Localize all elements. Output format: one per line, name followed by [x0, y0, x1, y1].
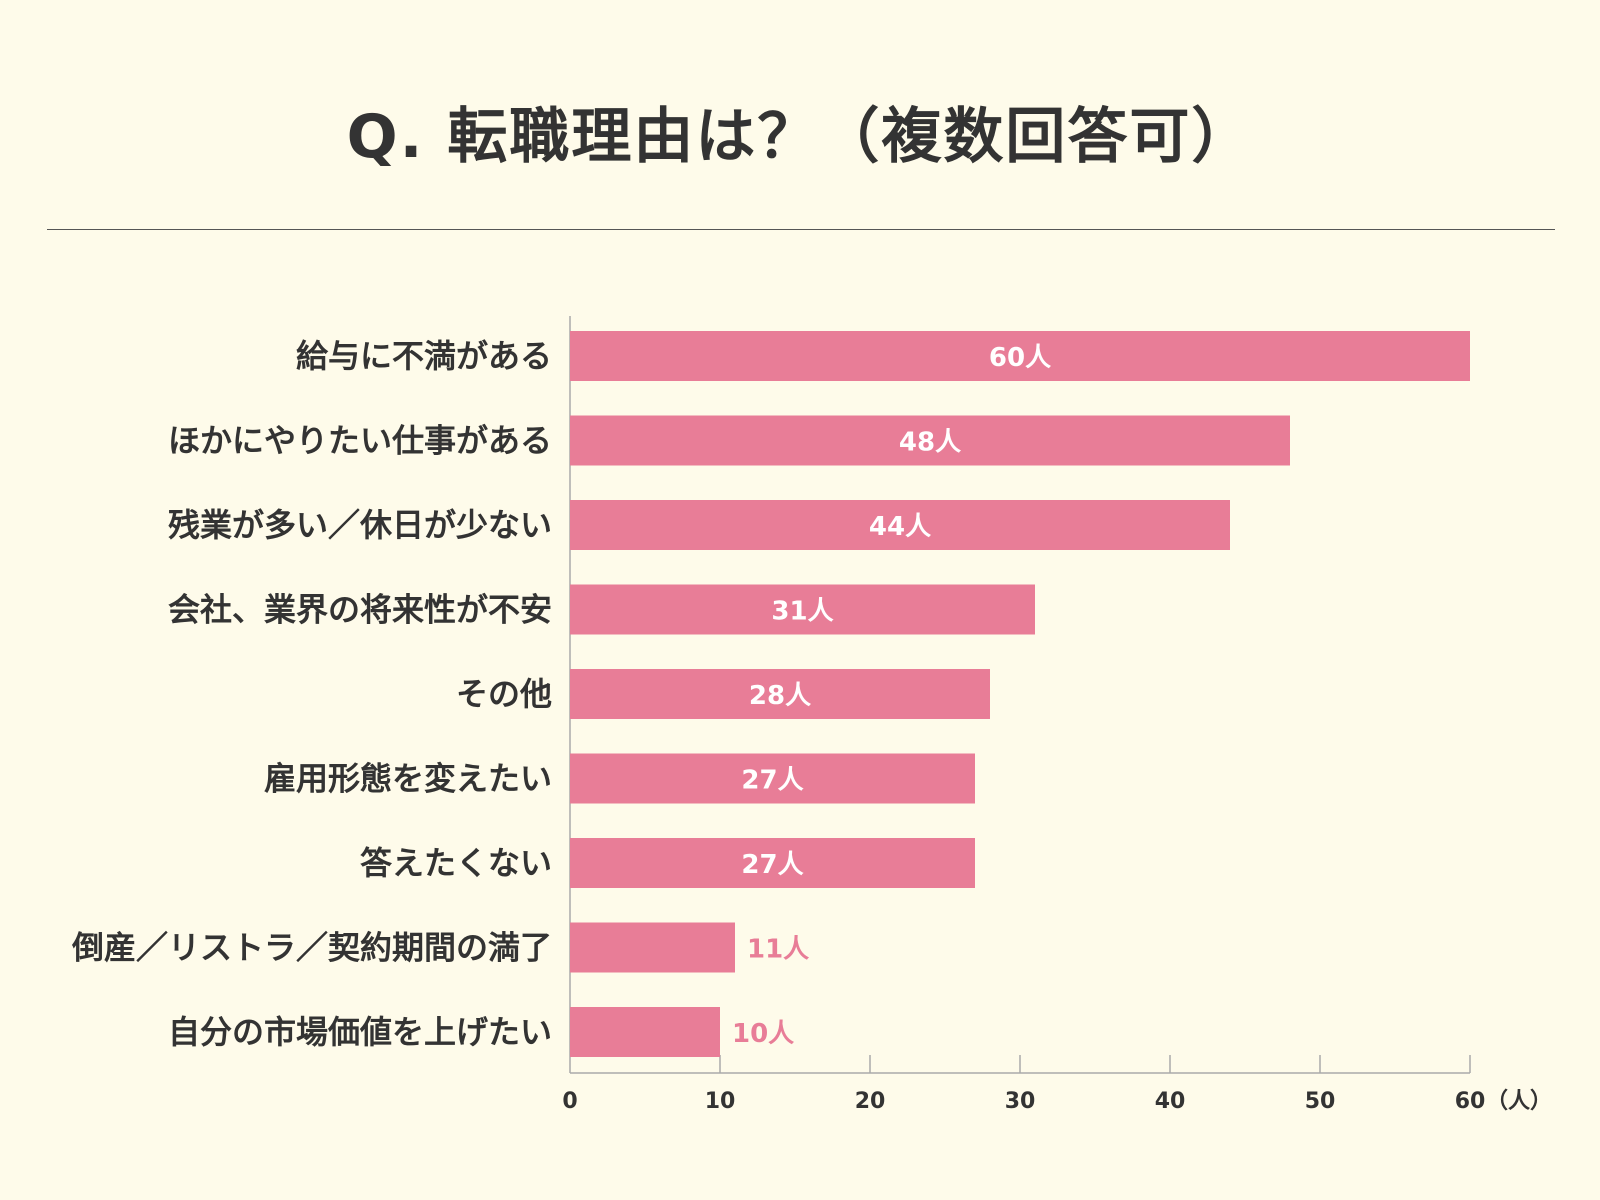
bar: [570, 753, 975, 804]
x-tick-label: 50: [1305, 1089, 1336, 1114]
title-divider: [47, 229, 1555, 230]
bar: [570, 922, 735, 973]
bar-value-label: 27人: [741, 850, 803, 880]
bar: [570, 584, 1035, 635]
bar-value-label: 44人: [869, 512, 931, 542]
bar: [570, 669, 990, 719]
category-label: 答えたくない: [360, 844, 552, 882]
category-label: 残業が多い／休日が少ない: [168, 506, 552, 544]
bar: [570, 500, 1230, 550]
x-tick-label: 20: [855, 1089, 886, 1114]
bar-value-label: 27人: [741, 766, 803, 796]
bar-value-label: 31人: [771, 597, 833, 627]
bar-value-label: 11人: [747, 935, 809, 965]
category-label: 倒産／リストラ／契約期間の満了: [71, 929, 552, 967]
bar: [570, 331, 1470, 381]
bar-value-label: 28人: [749, 681, 811, 711]
category-label: 自分の市場価値を上げたい: [168, 1013, 552, 1051]
bar: [570, 838, 975, 888]
x-tick-label: 10: [705, 1089, 736, 1114]
category-label: 会社、業界の将来性が不安: [168, 591, 552, 629]
chart-title: Q. 転職理由は？（複数回答可）: [346, 102, 1254, 172]
bar: [570, 1007, 720, 1057]
bar-value-label: 60人: [989, 343, 1051, 373]
x-tick-label: 0: [562, 1089, 577, 1114]
bar-value-label: 48人: [899, 428, 961, 458]
category-label: 給与に不満がある: [296, 337, 552, 375]
x-tick-label: 40: [1155, 1089, 1186, 1114]
bar-value-label: 10人: [732, 1019, 794, 1049]
bar: [570, 415, 1290, 466]
category-label: ほかにやりたい仕事がある: [168, 422, 552, 460]
category-label: その他: [456, 675, 552, 713]
x-tick-label: 30: [1005, 1089, 1036, 1114]
x-axis-unit: （人）: [1486, 1089, 1552, 1114]
x-tick-label: 60: [1455, 1089, 1486, 1114]
category-label: 雇用形態を変えたい: [264, 760, 552, 798]
